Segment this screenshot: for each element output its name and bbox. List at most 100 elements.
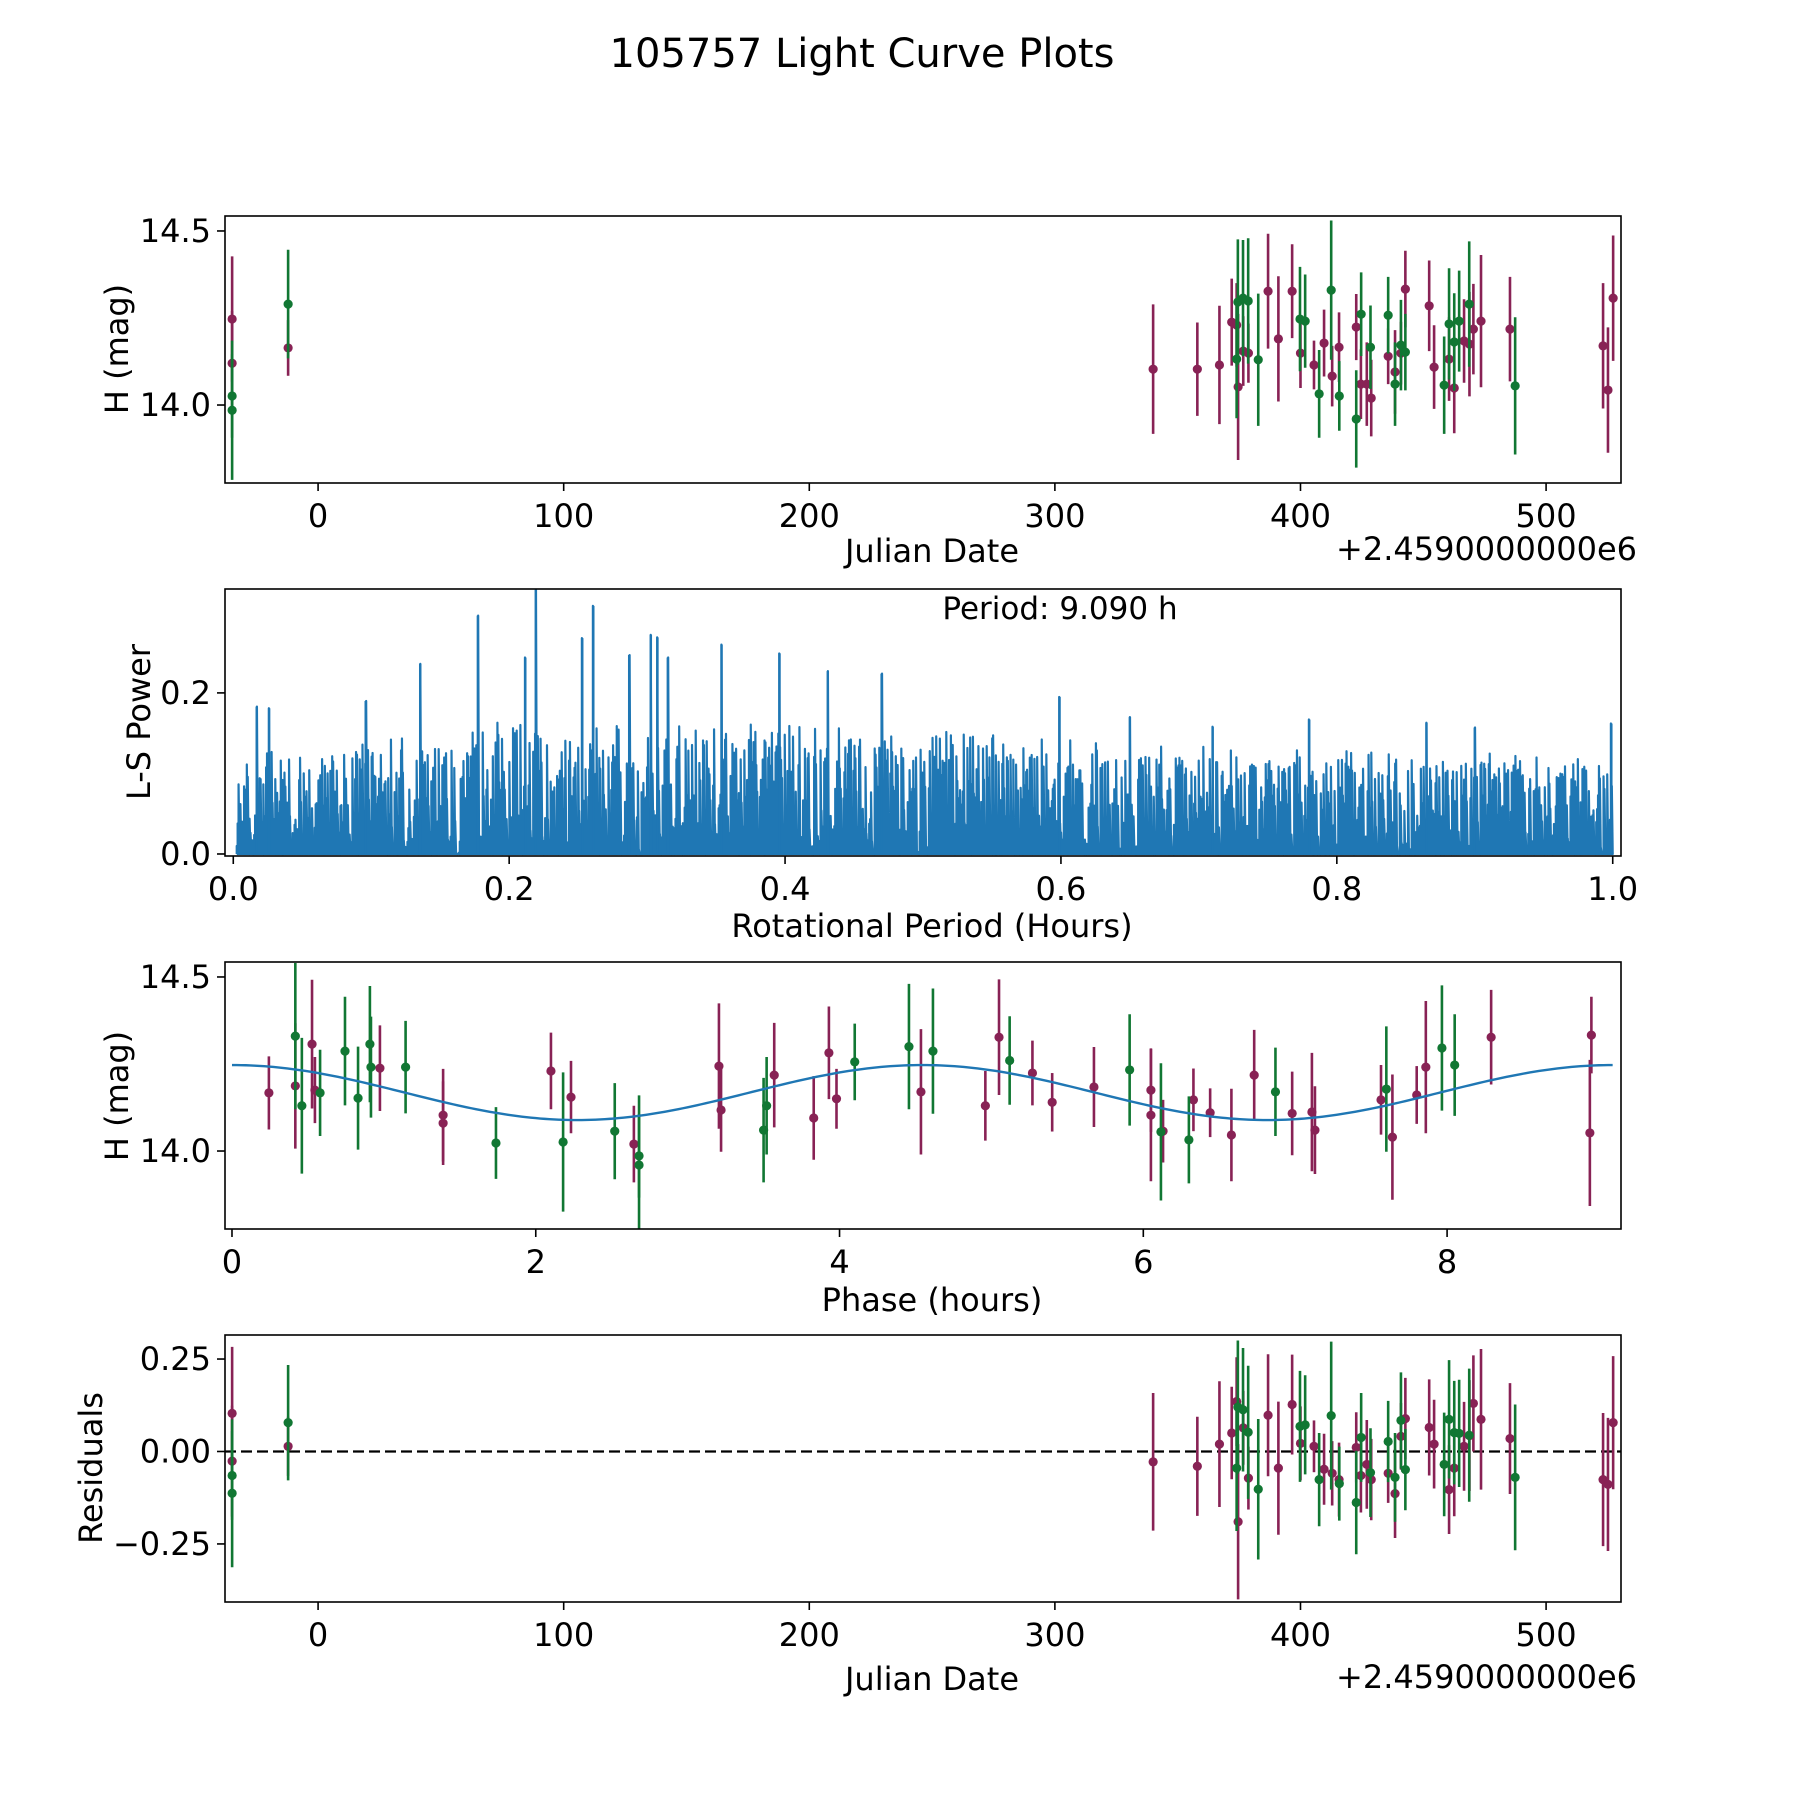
light-curve-data-point: [1468, 324, 1478, 334]
phased-light-curve-ticks: 0 2 4 6 8 14.0 14.5: [140, 958, 1458, 1281]
light-curve-data-point: [1444, 319, 1454, 329]
residuals-data-point: [1314, 1474, 1324, 1485]
light-curve-data-point: [1214, 360, 1225, 370]
light-curve-data-point: [1243, 296, 1253, 306]
residuals-data-point: [1459, 1441, 1469, 1451]
periodogram-plot-area: [235, 589, 1614, 856]
residuals-data-point: [1287, 1399, 1297, 1410]
phased-light-curve-data-point: [1188, 1095, 1199, 1105]
phased-light-curve-ylabel: H (mag): [98, 1031, 136, 1161]
residuals-data-point: [1400, 1465, 1410, 1475]
phased-light-curve-data-point: [1047, 1097, 1057, 1107]
residuals-data-point: [1227, 1428, 1237, 1438]
periodogram-power-line: [235, 589, 1614, 856]
light-curve-data-point: [1309, 360, 1319, 370]
phased-light-curve-data-point: [769, 1070, 779, 1080]
light-curve-plot-area: [227, 220, 1618, 480]
phased-light-curve-data-point: [438, 1118, 448, 1128]
residuals-xtick-label: 500: [1516, 1616, 1577, 1654]
residuals-ytick-label: 0.25: [140, 1340, 211, 1378]
phased-light-curve-xtick-label: 8: [1437, 1243, 1457, 1281]
phased-light-curve-xtick-label: 2: [526, 1243, 546, 1281]
light-curve-data-point: [1454, 316, 1464, 326]
residuals-data-point: [1263, 1410, 1273, 1420]
light-curve-axes-frame: [224, 215, 1622, 484]
phased-light-curve-data-point: [634, 1160, 644, 1170]
light-curve-data-point: [1366, 393, 1376, 403]
light-curve-data-point: [1334, 391, 1344, 401]
phased-light-curve-data-point: [928, 1046, 938, 1056]
light-curve-data-point: [1439, 380, 1449, 390]
phased-light-curve-data-point: [1156, 1127, 1166, 1137]
residuals-data-point: [1444, 1484, 1454, 1495]
light-curve-data-point: [1424, 301, 1434, 311]
phased-light-curve-data-point: [353, 1093, 363, 1103]
light-curve-data-point: [1396, 340, 1406, 350]
light-curve-xtick-label: 100: [533, 497, 594, 535]
residuals-data-point: [1390, 1472, 1400, 1482]
periodogram-panel: 0.0 0.2 0.4 0.6 0.8 1.0 0.0 0.2 Period: 9.090 h…: [120, 588, 1638, 945]
light-curve-data-point: [1383, 351, 1393, 361]
phased-model-curve: [231, 1063, 1613, 1122]
phased-light-curve-data-point: [980, 1101, 990, 1111]
phased-light-curve-data-point: [629, 1139, 639, 1149]
light-curve-data-point: [1233, 382, 1243, 392]
residuals-xlabel: Julian Date: [843, 1660, 1019, 1698]
residuals-data-point: [1356, 1432, 1366, 1443]
light-curve-data-point: [1253, 355, 1263, 365]
periodogram-axes-frame: [224, 588, 1622, 857]
light-curve-xlabel: Julian Date: [843, 532, 1019, 570]
phased-light-curve-data-point: [1586, 1030, 1596, 1040]
light-curve-data-point: [1327, 371, 1337, 381]
phased-light-curve-series-filter-green: [290, 963, 1460, 1229]
phased-light-curve-data-point: [491, 1138, 501, 1148]
light-curve-xtick-label: 300: [1024, 497, 1085, 535]
periodogram-xtick-label: 0.4: [760, 870, 811, 908]
phased-light-curve-data-point: [566, 1092, 576, 1102]
residuals-data-point: [227, 1488, 237, 1498]
light-curve-data-point: [1429, 362, 1439, 372]
light-curve-data-point: [1476, 316, 1486, 326]
phased-light-curve-data-point: [1125, 1065, 1135, 1075]
light-curve-data-point: [1319, 338, 1329, 348]
light-curve-xtick-label: 500: [1516, 497, 1577, 535]
light-curve-data-point: [1300, 316, 1310, 326]
residuals-data-point: [1383, 1436, 1393, 1447]
phased-light-curve-xtick-label: 0: [222, 1243, 242, 1281]
residuals-panel: 0 100 200 300 400 500 −0.25 0.00 0.25 Julian Dat…: [72, 1334, 1637, 1698]
light-curve-data-point: [1510, 381, 1520, 391]
residuals-data-point: [1362, 1459, 1372, 1470]
light-curve-data-point: [1400, 284, 1410, 294]
light-curve-data-point: [1192, 364, 1202, 374]
phased-light-curve-data-point: [1381, 1084, 1391, 1094]
light-curve-data-point: [1148, 364, 1158, 374]
phased-light-curve-data-point: [1005, 1055, 1015, 1066]
periodogram-xlabel: Rotational Period (Hours): [731, 907, 1132, 945]
residuals-data-point: [1505, 1433, 1515, 1444]
residuals-xtick-label: 400: [1270, 1616, 1331, 1654]
phased-light-curve-xtick-label: 6: [1133, 1243, 1153, 1281]
phased-light-curve-panel: 0 2 4 6 8 14.0 14.5 Phase (hours) H (mag): [98, 958, 1622, 1319]
residuals-data-point: [1273, 1463, 1283, 1473]
phased-light-curve-data-point: [340, 1046, 350, 1056]
light-curve-ytick-label: 14.0: [140, 386, 211, 424]
residuals-data-point: [1243, 1427, 1253, 1437]
phased-light-curve-data-point: [994, 1032, 1004, 1042]
residuals-data-point: [1334, 1479, 1344, 1489]
phased-light-curve-plot-area: [231, 963, 1613, 1229]
light-curve-data-point: [1449, 337, 1459, 347]
residuals-data-point: [1429, 1439, 1439, 1449]
phased-light-curve-data-point: [375, 1063, 385, 1073]
phased-light-curve-xtick-label: 4: [829, 1243, 849, 1281]
phased-light-curve-data-point: [1585, 1128, 1595, 1138]
light-curve-ytick-label: 14.5: [140, 212, 211, 250]
residuals-data-point: [1319, 1464, 1329, 1474]
periodogram-ytick-label: 0.2: [160, 674, 211, 712]
light-curve-ylabel: H (mag): [98, 284, 136, 414]
phased-light-curve-data-point: [1486, 1032, 1496, 1042]
phased-light-curve-data-point: [824, 1048, 834, 1058]
phased-light-curve-data-point: [558, 1137, 568, 1147]
phased-light-curve-data-point: [1184, 1135, 1194, 1145]
